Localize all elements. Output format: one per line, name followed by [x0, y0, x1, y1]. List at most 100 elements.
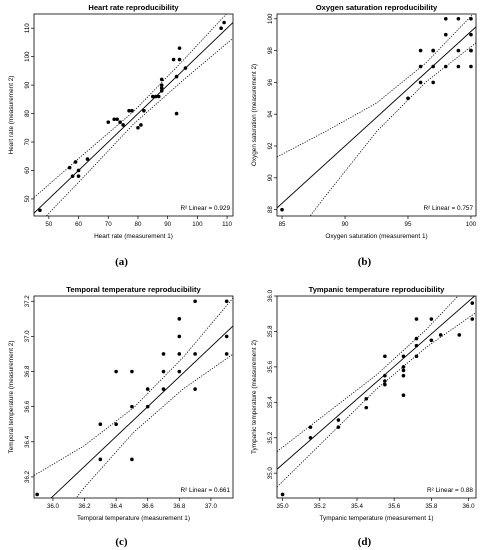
x-tick-label: 100: [192, 221, 203, 228]
ci-upper-band: [34, 14, 227, 198]
data-point: [401, 393, 406, 398]
data-point: [469, 48, 473, 53]
ci-lower-band: [277, 312, 476, 488]
y-tick-label: 80: [24, 110, 31, 117]
x-tick-label: 95: [405, 221, 412, 228]
data-point: [177, 46, 182, 50]
r-squared-label: R² Linear = 0.661: [180, 487, 230, 494]
y-tick-label: 37.0: [24, 330, 31, 343]
x-tick-label: 36.2: [79, 503, 92, 510]
data-point: [145, 404, 150, 409]
data-point: [115, 117, 119, 122]
data-point: [429, 338, 434, 343]
y-tick-label: 100: [267, 13, 274, 24]
y-tick-label: 100: [24, 51, 31, 62]
x-tick-label: 36.0: [47, 503, 60, 510]
data-point: [401, 365, 406, 369]
caption-a: (a): [115, 256, 128, 268]
data-point: [130, 108, 134, 113]
ci-upper-band: [277, 296, 459, 452]
x-tick-label: 35.0: [277, 503, 290, 510]
data-point: [414, 343, 419, 348]
data-point: [114, 422, 118, 427]
x-tick-label: 60: [75, 221, 82, 228]
data-point: [85, 157, 90, 161]
data-point: [383, 373, 387, 378]
data-point: [139, 123, 143, 127]
x-axis-label: Oxygen saturation (measurement 1): [325, 233, 427, 240]
data-point: [383, 354, 387, 359]
data-point: [414, 317, 419, 321]
data-point: [469, 64, 473, 69]
data-point: [429, 317, 434, 321]
chart-title: Oxygen saturation reproducibility: [316, 3, 438, 12]
data-point: [174, 111, 179, 116]
data-point: [106, 120, 111, 124]
plot-frame: [276, 295, 477, 499]
data-point: [73, 160, 78, 164]
x-tick-label: 36.4: [110, 503, 123, 510]
y-tick-label: 110: [24, 23, 31, 33]
x-tick-label: 90: [164, 221, 171, 228]
data-point: [470, 301, 475, 305]
data-point: [418, 48, 423, 53]
y-tick-label: 90: [267, 174, 274, 181]
x-tick-label: 85: [279, 221, 286, 228]
data-point: [177, 317, 182, 321]
data-point: [224, 334, 229, 339]
y-axis-label: Heart rate (measurement 2): [8, 76, 15, 155]
data-point: [418, 80, 423, 85]
x-tick-label: 35.2: [314, 503, 327, 510]
y-tick-label: 88: [267, 206, 274, 213]
data-point: [130, 369, 134, 374]
y-tick-label: 36.0: [267, 289, 274, 302]
data-point: [98, 422, 103, 427]
data-point: [443, 32, 448, 37]
data-point: [280, 492, 285, 497]
data-point: [159, 89, 164, 93]
data-point: [222, 20, 226, 25]
x-tick-label: 36.8: [173, 503, 186, 510]
y-axis-label: Temporal temperature (measurement 2): [8, 341, 15, 454]
y-tick-label: 70: [24, 138, 31, 145]
data-point: [130, 457, 134, 462]
data-point: [177, 352, 182, 356]
x-tick-label: 35.6: [388, 503, 401, 510]
scatter-chart: Heart rate reproducibility 50 60 70 80 90 100 1…: [8, 3, 234, 240]
data-point: [470, 317, 475, 321]
chart-panel-oxygen-saturation: Oxygen saturation reproducibility 85 90 95 1…: [243, 0, 486, 250]
data-point: [76, 168, 81, 173]
x-tick-label: 70: [105, 221, 112, 228]
caption-d: (d): [357, 536, 372, 548]
data-point: [171, 57, 176, 62]
data-point: [469, 16, 473, 21]
data-point: [308, 435, 313, 440]
data-point: [456, 16, 461, 21]
ci-lower-band: [309, 42, 476, 216]
data-point: [431, 48, 435, 53]
data-point: [177, 334, 182, 339]
data-point: [224, 352, 229, 356]
ci-upper-band: [277, 14, 474, 158]
data-point: [443, 16, 448, 21]
data-point: [438, 333, 443, 337]
data-point: [431, 80, 435, 85]
data-point: [401, 368, 406, 373]
x-tick-label: 80: [135, 221, 142, 228]
data-point: [308, 425, 313, 429]
data-point: [177, 369, 182, 374]
data-point: [142, 108, 146, 113]
data-point: [431, 64, 435, 69]
data-point: [114, 369, 118, 374]
data-point: [161, 352, 166, 356]
y-tick-label: 96: [267, 78, 274, 85]
x-tick-label: 90: [342, 221, 349, 228]
x-tick-label: 35.8: [425, 503, 438, 510]
regression-line: [50, 325, 233, 498]
data-point: [443, 64, 448, 69]
data-point: [401, 354, 406, 359]
x-axis-label: Heart rate (measurement 1): [94, 233, 173, 240]
plot-frame: [33, 295, 234, 499]
x-tick-label: 110: [222, 221, 232, 228]
data-point: [161, 369, 166, 374]
